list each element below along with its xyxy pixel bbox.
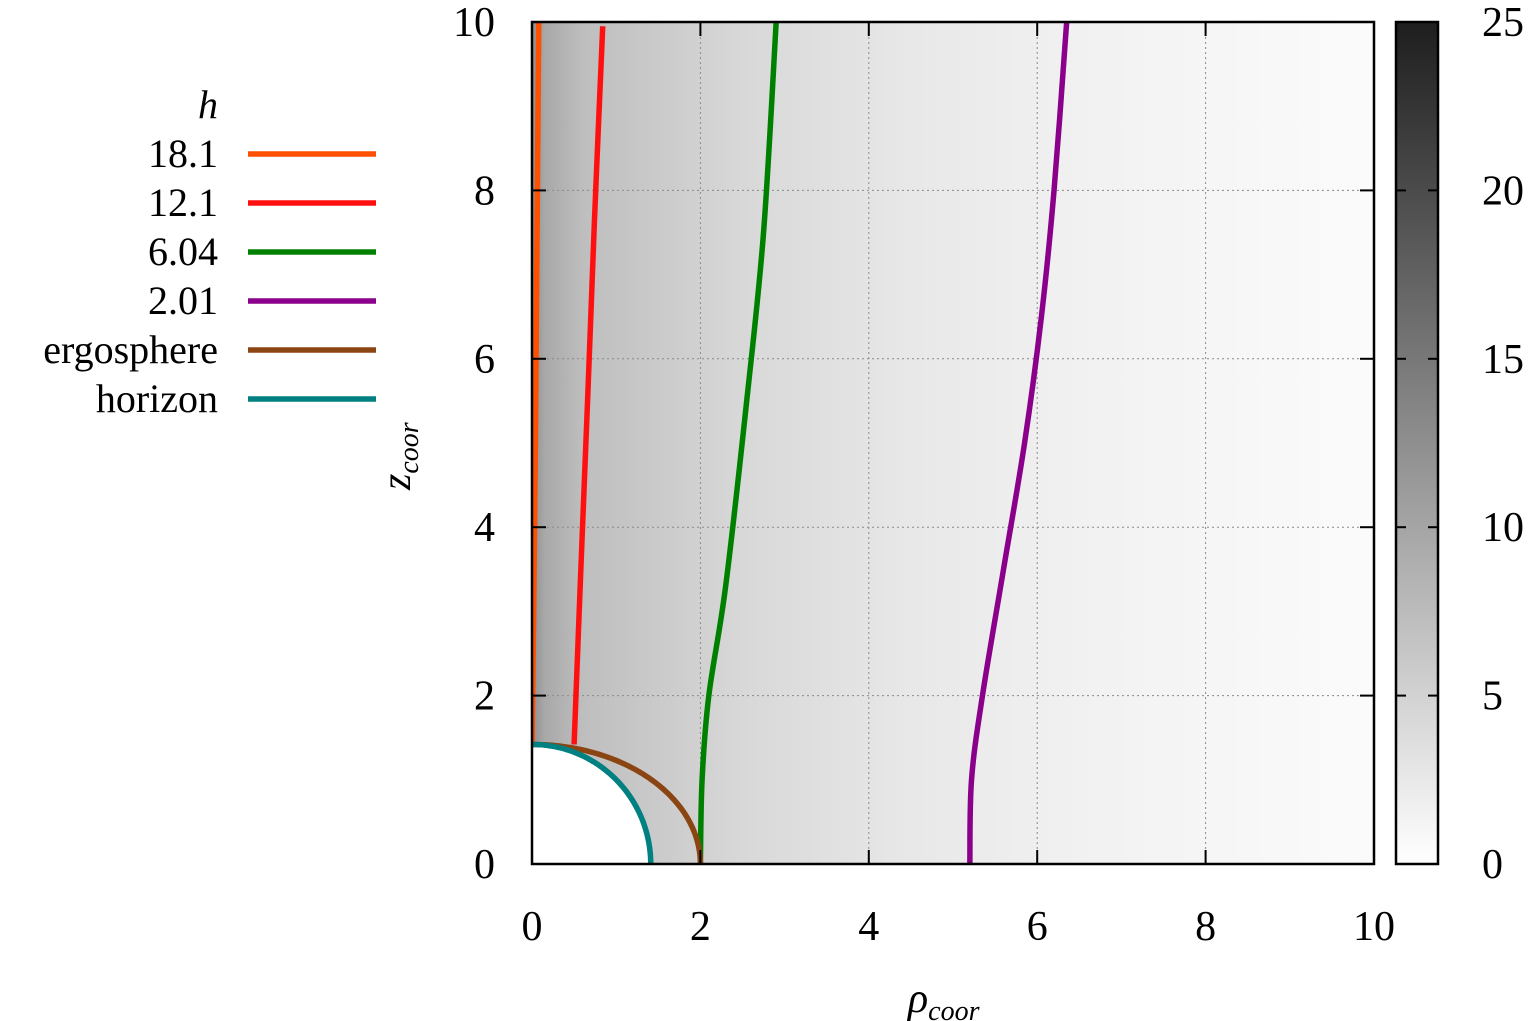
colorbar-tick-label: 15 [1482,337,1524,383]
x-ticks: 0 2 4 6 8 10 [522,22,1395,950]
x-tick-label: 10 [1353,904,1395,950]
colorbar-ticks: 0 5 10 15 20 25 [1396,0,1524,888]
y-tick-label: 2 [474,674,495,720]
colorbar-tick-label: 5 [1482,674,1503,720]
plot-frame [530,20,1376,866]
x-axis-label-sub: coor [928,996,979,1021]
legend-label-3: 2.01 [148,278,218,323]
y-tick-label: 6 [474,337,495,383]
x-axis-label-main: ρ [906,976,928,1021]
y-tick-label: 4 [474,505,495,551]
heatmap-layer [532,22,1374,864]
y-tick-label: 0 [474,842,495,888]
colorbar-tick-label: 0 [1482,842,1503,888]
colorbar [1394,20,1440,866]
x-tick-label: 6 [1027,904,1048,950]
heatmap-field [532,22,1374,864]
series-line-1 [571,26,606,745]
x-tick-label: 4 [858,904,879,950]
series-line-3 [967,22,1070,864]
colorbar-tick-label: 10 [1482,505,1524,551]
colorbar-tick-label: 25 [1482,0,1524,46]
series-line-5 [532,741,654,864]
excluded-region [532,744,651,864]
series-line-2 [697,22,779,864]
legend-label-1: 12.1 [148,180,218,225]
y-axis-label: zcoor [374,422,425,491]
y-axis-label-main: z [374,474,420,491]
series-line-0 [532,22,542,745]
y-tick-label: 10 [453,0,495,46]
grid [532,22,1374,864]
colorbar-tick-label: 20 [1482,168,1524,214]
x-tick-label: 8 [1195,904,1216,950]
x-tick-label: 2 [690,904,711,950]
legend-title: h [198,82,218,127]
y-axis-label-sub: coor [394,422,425,473]
series-line-4 [532,741,704,864]
legend-label-0: 18.1 [148,131,218,176]
legend-label-4: ergosphere [43,327,218,372]
y-tick-label: 8 [474,168,495,214]
legend-label-5: horizon [96,376,218,421]
x-tick-label: 0 [522,904,543,950]
x-axis-label: ρcoor [906,976,980,1021]
legend-label-2: 6.04 [148,229,218,274]
y-ticks: 0 2 4 6 8 10 [453,0,1374,888]
series-lines [532,22,1070,864]
